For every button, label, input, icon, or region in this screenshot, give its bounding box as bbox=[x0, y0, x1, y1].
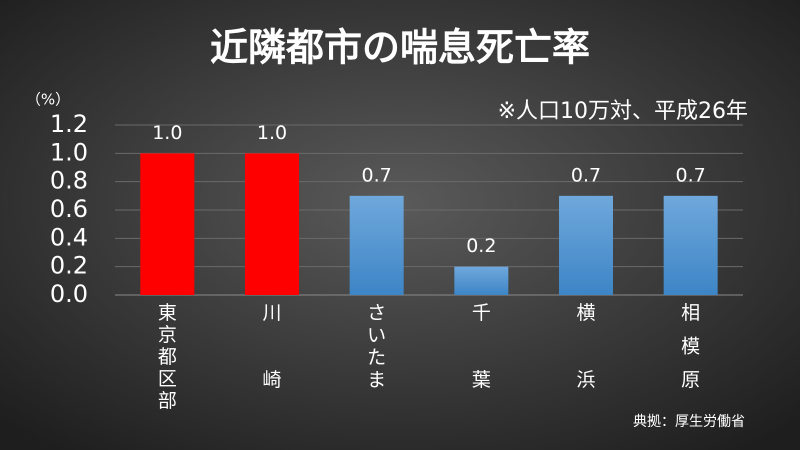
y-unit: （%） bbox=[26, 91, 70, 109]
bar bbox=[349, 195, 404, 295]
value-label: 0.7 bbox=[362, 164, 392, 186]
y-tick-label: 0.2 bbox=[50, 252, 88, 280]
y-tick-label: 0.0 bbox=[50, 280, 88, 308]
annotation: ※人口10万対、平成26年 bbox=[498, 99, 748, 124]
value-label: 0.7 bbox=[571, 164, 601, 186]
value-label: 0.7 bbox=[676, 164, 706, 186]
bar bbox=[140, 153, 195, 295]
x-tick-label: 横浜 bbox=[576, 302, 595, 391]
bar bbox=[454, 266, 509, 295]
y-tick-label: 1.2 bbox=[50, 110, 88, 138]
bar bbox=[245, 153, 299, 295]
x-tick-label: 川崎 bbox=[262, 302, 281, 391]
y-tick-label: 0.8 bbox=[50, 167, 88, 195]
x-tick-label: さいたま bbox=[367, 302, 386, 391]
bar bbox=[663, 195, 718, 295]
bar bbox=[559, 195, 613, 295]
x-tick-label: 東京都区部 bbox=[158, 302, 177, 412]
value-label: 1.0 bbox=[152, 122, 182, 144]
value-label: 0.2 bbox=[466, 235, 496, 257]
source: 典拠：厚生労働省 bbox=[633, 414, 745, 430]
value-label: 1.0 bbox=[257, 122, 287, 144]
x-tick-label: 千葉 bbox=[472, 302, 491, 391]
y-tick-label: 0.4 bbox=[50, 223, 88, 251]
y-tick-label: 1.0 bbox=[50, 138, 88, 166]
x-tick-label: 相模原 bbox=[681, 302, 700, 391]
y-tick-label: 0.6 bbox=[50, 195, 88, 223]
chart-title: 近隣都市の喘息死亡率 bbox=[210, 26, 590, 70]
